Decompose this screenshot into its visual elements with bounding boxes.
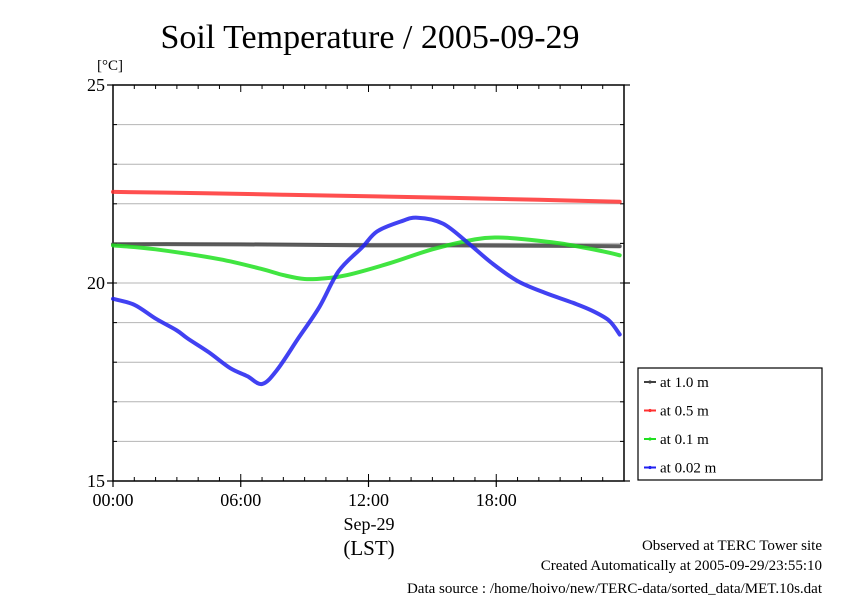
series-line-3 [111, 215, 622, 387]
y-ticks: 25 20 15 [87, 75, 630, 491]
footer-created: Created Automatically at 2005-09-29/23:5… [541, 558, 822, 574]
footer-site: Observed at TERC Tower site [642, 538, 822, 554]
legend-label-2: at 0.1 m [660, 432, 709, 448]
x-tick-label: 06:00 [220, 490, 261, 510]
x-tick-label: 18:00 [476, 490, 517, 510]
x-tick-label: 00:00 [92, 490, 133, 510]
y-tick-label: 15 [87, 471, 105, 491]
x-axis-timezone: (LST) [343, 536, 394, 560]
legend-box [637, 367, 823, 481]
x-axis-date: Sep-29 [344, 514, 395, 534]
series-group [111, 189, 622, 387]
legend-marker-0 [648, 380, 652, 384]
footer-source: Data source : /home/hoivo/new/TERC-data/… [407, 581, 823, 595]
series-line-2 [111, 235, 622, 282]
legend: at 1.0 m at 0.5 m at 0.1 m at 0.02 m [644, 375, 717, 477]
series-line-1 [111, 189, 622, 204]
x-tick-label: 12:00 [348, 490, 389, 510]
chart-title: Soil Temperature / 2005-09-29 [160, 19, 579, 56]
series-line-0 [111, 242, 622, 249]
legend-marker-1 [648, 408, 652, 413]
y-tick-label: 25 [87, 75, 105, 95]
y-tick-label: 20 [87, 273, 105, 293]
y-axis-unit: [°C] [97, 58, 123, 74]
legend-label-1: at 0.5 m [660, 404, 709, 420]
gridlines [113, 124, 624, 442]
legend-label-3: at 0.02 m [660, 461, 717, 477]
legend-marker-3 [648, 465, 652, 470]
x-ticks: 00:00 06:00 12:00 18:00 [92, 481, 517, 510]
legend-label-0: at 1.0 m [660, 375, 709, 391]
legend-marker-2 [648, 437, 652, 441]
